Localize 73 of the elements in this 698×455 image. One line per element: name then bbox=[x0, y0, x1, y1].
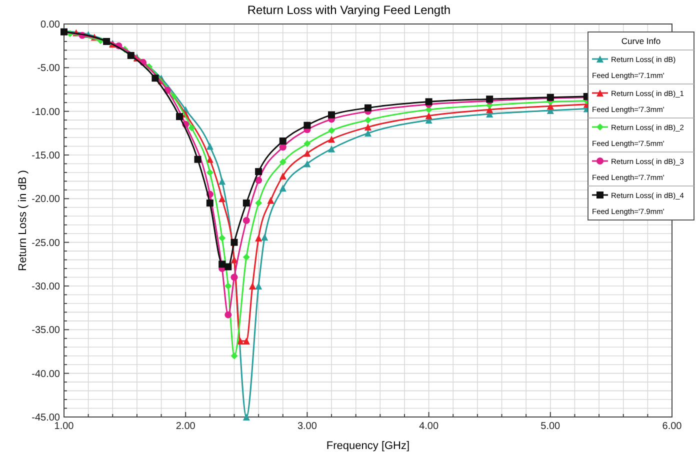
point bbox=[194, 156, 202, 163]
x-tick-label: 6.00 bbox=[662, 421, 682, 432]
legend-title: Curve Info bbox=[621, 36, 661, 46]
point bbox=[364, 104, 372, 112]
point bbox=[304, 122, 311, 129]
point bbox=[242, 414, 250, 420]
point bbox=[425, 98, 432, 106]
point bbox=[224, 282, 232, 290]
y-tick-label: -5.00 bbox=[37, 63, 60, 74]
y-tick-label: -40.00 bbox=[32, 368, 60, 380]
point bbox=[218, 195, 226, 202]
y-tick-label: -45.00 bbox=[32, 412, 60, 424]
point bbox=[242, 200, 250, 207]
x-axis-title: Frequency [GHz] bbox=[326, 440, 410, 452]
y-tick-label: -30.00 bbox=[32, 282, 60, 292]
x-tick-label: 5.00 bbox=[540, 421, 561, 432]
point bbox=[304, 160, 311, 168]
point bbox=[224, 311, 232, 318]
point bbox=[304, 140, 311, 148]
point bbox=[206, 200, 214, 207]
x-tick-label: 3.00 bbox=[297, 421, 318, 432]
point bbox=[152, 74, 159, 82]
y-tick-label: -15.00 bbox=[32, 150, 60, 162]
point bbox=[255, 168, 262, 176]
point bbox=[218, 178, 226, 185]
y-axis-title: Return Loss ( in dB ) bbox=[17, 170, 29, 271]
point bbox=[364, 130, 372, 137]
point bbox=[230, 352, 238, 360]
point bbox=[328, 127, 336, 134]
point bbox=[261, 234, 268, 241]
point bbox=[364, 124, 372, 131]
point bbox=[230, 274, 238, 281]
point bbox=[248, 282, 256, 290]
point bbox=[206, 142, 214, 150]
point bbox=[206, 156, 214, 163]
point bbox=[425, 112, 432, 120]
point bbox=[279, 138, 286, 145]
point bbox=[255, 282, 262, 290]
point bbox=[230, 238, 238, 246]
point bbox=[267, 196, 274, 204]
point bbox=[103, 38, 110, 45]
point bbox=[279, 144, 286, 151]
y-tick-label: -10.00 bbox=[32, 106, 60, 118]
x-tick-label: 1.00 bbox=[54, 421, 74, 432]
point bbox=[328, 111, 336, 118]
point bbox=[255, 200, 262, 207]
point bbox=[236, 338, 244, 345]
y-tick-label: 0.00 bbox=[40, 20, 60, 30]
point bbox=[224, 263, 232, 270]
point bbox=[279, 158, 286, 166]
point bbox=[242, 338, 250, 345]
point bbox=[328, 145, 336, 152]
point bbox=[364, 116, 372, 124]
point bbox=[127, 52, 134, 59]
point bbox=[218, 260, 226, 268]
point bbox=[218, 234, 226, 242]
point bbox=[206, 168, 214, 176]
y-tick-label: -35.00 bbox=[32, 325, 60, 336]
point bbox=[188, 124, 196, 132]
point bbox=[242, 254, 250, 261]
x-tick-label: 4.00 bbox=[419, 421, 439, 432]
chart-title: Return Loss with Varying Feed Length bbox=[247, 3, 451, 17]
point bbox=[255, 234, 262, 242]
point bbox=[279, 184, 286, 192]
point bbox=[176, 113, 184, 120]
point bbox=[242, 217, 250, 224]
y-tick-label: -25.00 bbox=[32, 238, 60, 249]
point bbox=[304, 150, 311, 157]
point bbox=[255, 176, 262, 184]
point bbox=[328, 136, 336, 143]
x-tick-label: 2.00 bbox=[176, 421, 196, 432]
point bbox=[279, 172, 286, 180]
y-tick-label: -20.00 bbox=[32, 194, 60, 206]
